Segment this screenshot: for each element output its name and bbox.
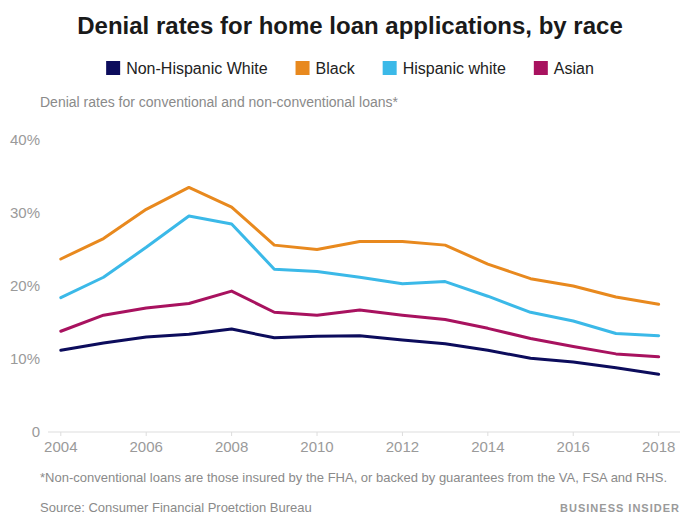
y-axis: 0 10% 20% 30% 40% [10,131,46,440]
x-tick-label: 2010 [300,438,333,455]
legend-label: Asian [554,60,594,77]
legend: Non-Hispanic White Black Hispanic white Asi… [106,60,594,77]
legend-swatch [106,61,120,75]
legend-item: Black [296,60,356,77]
y-tick-label: 20% [10,277,40,294]
y-tick [42,286,46,287]
legend-swatch [534,61,548,75]
chart: Denial rates for home loan applications,… [0,0,700,525]
legend-item: Non-Hispanic White [106,60,267,77]
x-tick [231,432,232,436]
series-line [61,216,659,336]
x-tick-label: 2016 [557,438,590,455]
series-line [61,291,659,357]
legend-label: Hispanic white [403,60,506,77]
title: Denial rates for home loan applications,… [77,12,623,39]
x-tick-label: 2018 [642,438,675,455]
x-axis-line [48,432,680,433]
y-tick-label: 10% [10,350,40,367]
legend-swatch [296,61,310,75]
y-tick [42,140,46,141]
x-tick [573,432,574,436]
x-tick-label: 2014 [471,438,504,455]
y-tick-label: 40% [10,131,40,148]
x-axis: 2004 2006 2008 2010 2012 2014 2016 2018 [44,432,680,455]
footnote: *Non-conventional loans are those insure… [40,470,667,485]
series-line [61,329,659,374]
x-tick [487,432,488,436]
source: Source: Consumer Financial Proetction Bu… [40,500,312,515]
y-tick [42,359,46,360]
legend-item: Hispanic white [383,60,506,77]
x-tick [658,432,659,436]
lines [61,187,659,374]
x-tick-label: 2004 [44,438,77,455]
x-tick [60,432,61,436]
x-tick [317,432,318,436]
y-tick-label: 0 [32,423,40,440]
legend-label: Black [316,60,356,77]
y-tick [42,432,46,433]
y-tick [42,213,46,214]
y-tick-label: 30% [10,204,40,221]
subtitle: Denial rates for conventional and non-co… [40,94,399,110]
x-tick-label: 2012 [386,438,419,455]
x-tick [146,432,147,436]
legend-item: Asian [534,60,594,77]
credit: BUSINESS INSIDER [560,502,680,514]
x-tick-label: 2008 [215,438,248,455]
x-tick [402,432,403,436]
x-tick-label: 2006 [130,438,163,455]
legend-swatch [383,61,397,75]
legend-label: Non-Hispanic White [126,60,267,77]
